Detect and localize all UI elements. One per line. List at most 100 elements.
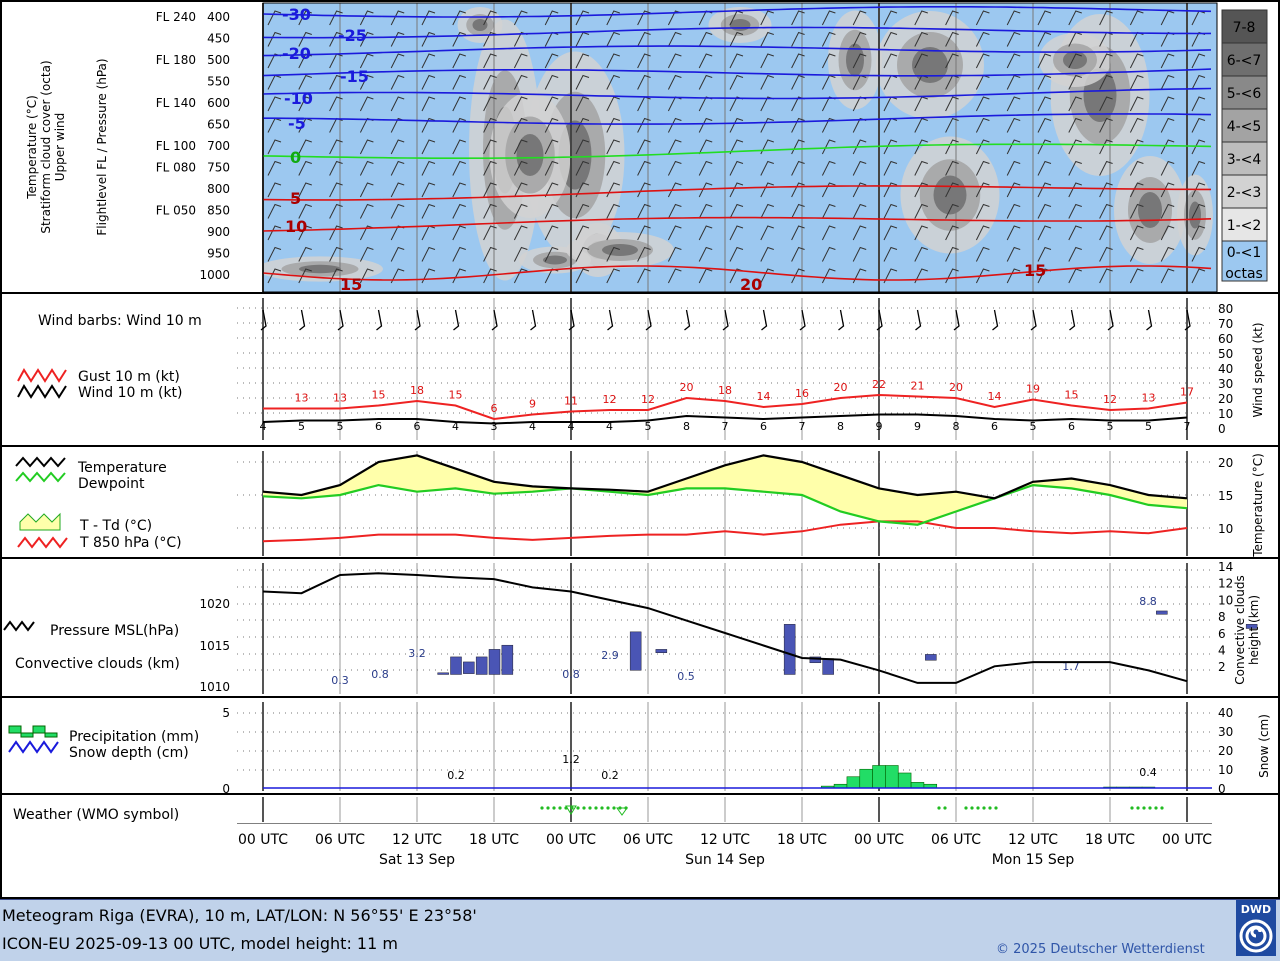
upper-wind-barb [483, 246, 497, 262]
stratiform-cloud-field [263, 7, 1213, 282]
upper-wind-barb [914, 203, 928, 219]
wind-axis-tick: 10 [1218, 407, 1233, 421]
upper-wind-barb [729, 139, 744, 155]
upper-wind-barb [883, 268, 898, 284]
gust-value-label: 18 [718, 384, 732, 397]
upper-wind-barb [544, 117, 559, 133]
convective-bar [925, 654, 937, 661]
upper-wind-barb [1068, 246, 1082, 262]
pressure-lines [262, 572, 1188, 684]
wind-value-label: 7 [1184, 420, 1191, 433]
upper-wind-barb [329, 246, 343, 262]
wind-value-label: 6 [760, 420, 767, 433]
pressure-legend-label: Pressure MSL(hPa) [50, 623, 179, 639]
upper-wind-barb [945, 31, 959, 47]
upper-wind-barb [452, 160, 466, 176]
upper-wind-barb [390, 139, 405, 155]
precip-bar [859, 768, 873, 789]
upper-wind-barb [760, 160, 774, 176]
rain-symbol [1130, 806, 1134, 810]
upper-wind-barb [637, 10, 651, 26]
octa-legend-label: 3-<4 [1227, 152, 1262, 168]
octa-legend-swatch [1221, 75, 1268, 110]
precip-value-label: 1.2 [562, 753, 580, 766]
upper-air-panel: -30 -25 -20 -15 -10 -5 0 5 10 15 20 15 FL 240 400 450… [25, 2, 1268, 294]
upper-wind-barb [1129, 246, 1144, 262]
upper-wind-barb [637, 246, 651, 262]
wind-axis-tick: 20 [1218, 392, 1233, 406]
wind-value-label: 4 [568, 420, 575, 433]
upper-wind-barb [1099, 225, 1113, 241]
upper-wind-barb [390, 10, 405, 26]
precip-legend-label: Precipitation (mm) [69, 729, 199, 745]
cloud-cell [516, 134, 544, 176]
gust-value-label: 19 [1026, 383, 1040, 396]
surface-wind-barb [453, 309, 460, 331]
upper-wind-barb [298, 225, 312, 241]
upper-wind-barb [667, 203, 682, 219]
flight-level-label: FL 240 [156, 10, 196, 24]
upper-wind-barb [575, 139, 590, 155]
upper-wind-barb [1099, 139, 1113, 155]
isotherm-label: 15 [1024, 261, 1046, 280]
isotherm-label: -5 [288, 114, 306, 133]
upper-wind-barb [1037, 10, 1052, 26]
upper-wind-barb [390, 31, 405, 47]
convective-value-label: 1.7 [1062, 660, 1080, 673]
upper-wind-barb [667, 53, 682, 69]
cloud-cell [1189, 201, 1201, 229]
octa-legend: 7-8 6-<7 5-<6 4-<5 3-<4 2-<3 1-<2 0-<1 octas [1221, 9, 1268, 282]
surface-wind-barb [1184, 309, 1191, 331]
upper-wind-barb [1129, 225, 1144, 241]
upper-wind-barb [637, 225, 651, 241]
time-tick-label: 06 UTC [315, 832, 365, 848]
upper-wind-barb [1191, 53, 1206, 69]
upper-wind-barb [729, 31, 744, 47]
upper-wind-barb [452, 203, 466, 219]
upper-wind-barb [452, 225, 466, 241]
cloud-cell [1063, 51, 1087, 69]
wind-value-label: 7 [722, 420, 729, 433]
upper-wind-barb [1191, 117, 1206, 133]
gust-value-label: 9 [529, 398, 536, 411]
wind-value-label: 8 [683, 420, 690, 433]
convective-axis-tick: 12 [1218, 577, 1233, 591]
upper-wind-barb [575, 160, 590, 176]
snow-axis-title: Snow (cm) [1257, 714, 1271, 778]
octa-legend-swatch [1221, 108, 1268, 143]
upper-wind-barb [760, 117, 774, 133]
rain-symbol [600, 806, 604, 810]
convective-value-label: 0.5 [677, 670, 695, 683]
upper-wind-barb [1068, 225, 1082, 241]
flight-level-label: FL 140 [156, 96, 196, 110]
upper-wind-barb [637, 182, 651, 198]
surface-wind-barb [992, 309, 999, 331]
upper-wind-barb [1006, 225, 1021, 241]
upper-wind-barb [298, 139, 312, 155]
flightlevel-axis-title: Flightlevel FL / Pressure (hPa) [95, 58, 109, 235]
upper-wind-barb [359, 268, 374, 284]
upper-wind-barb [421, 96, 436, 112]
upper-wind-barb [1006, 96, 1021, 112]
upper-wind-barb [452, 246, 466, 262]
octa-legend-swatch [1221, 42, 1268, 77]
pressure-axis-tick: 1010 [199, 680, 230, 694]
wind-value-label: 6 [375, 420, 382, 433]
upper-title-line-3: Upper wind [53, 113, 67, 182]
upper-wind-barb [329, 10, 343, 26]
upper-wind-barb [821, 246, 836, 262]
upper-wind-barb [698, 182, 713, 198]
gust-value-label: 15 [1065, 389, 1079, 402]
convective-legend-label: Convective clouds (km) [15, 656, 180, 672]
snow-legend-label: Snow depth (cm) [69, 745, 189, 761]
isotherm-line [263, 216, 1212, 232]
upper-wind-barb [483, 74, 497, 90]
upper-wind-barb [1068, 53, 1082, 69]
upper-wind-barb [883, 10, 898, 26]
upper-wind-barb [975, 53, 990, 69]
time-axis: 00 UTC 06 UTC 12 UTC 18 UTC 00 UTC 06 UTC 12 U… [237, 823, 1212, 868]
temperature-axis-tick: 15 [1218, 489, 1233, 503]
shower-symbol [616, 807, 628, 816]
upper-wind-barb [1037, 182, 1052, 198]
upper-title: Temperature (°C) Stratiform cloud cover … [25, 58, 109, 235]
